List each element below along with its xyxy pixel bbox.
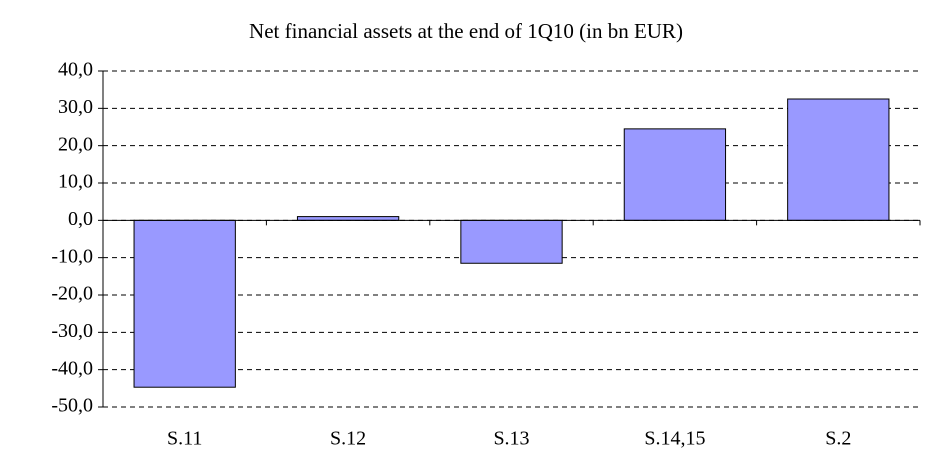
y-tick-label: 10,0 [58,171,93,193]
x-tick-label: S.14,15 [644,428,705,450]
chart-title: Net financial assets at the end of 1Q10 … [249,19,683,43]
bar [460,219,563,264]
x-tick-label: S.2 [825,428,851,450]
bar [787,98,890,221]
y-tick-label: 30,0 [58,96,93,118]
bar [296,216,400,221]
x-tick-label: S.13 [493,428,529,450]
y-tick-label: -10,0 [51,245,93,267]
bar [623,128,727,221]
y-tick-label: -40,0 [51,357,93,379]
y-tick-label: 0,0 [68,208,93,230]
y-tick-label: -20,0 [51,283,93,305]
x-tick-label: S.11 [167,428,202,450]
y-tick-label: -50,0 [51,395,93,417]
x-tick-label: S.12 [330,428,366,450]
y-tick-label: 20,0 [58,133,93,155]
y-tick-label: -30,0 [51,320,93,342]
bar [133,219,236,388]
y-tick-label: 40,0 [58,59,93,81]
